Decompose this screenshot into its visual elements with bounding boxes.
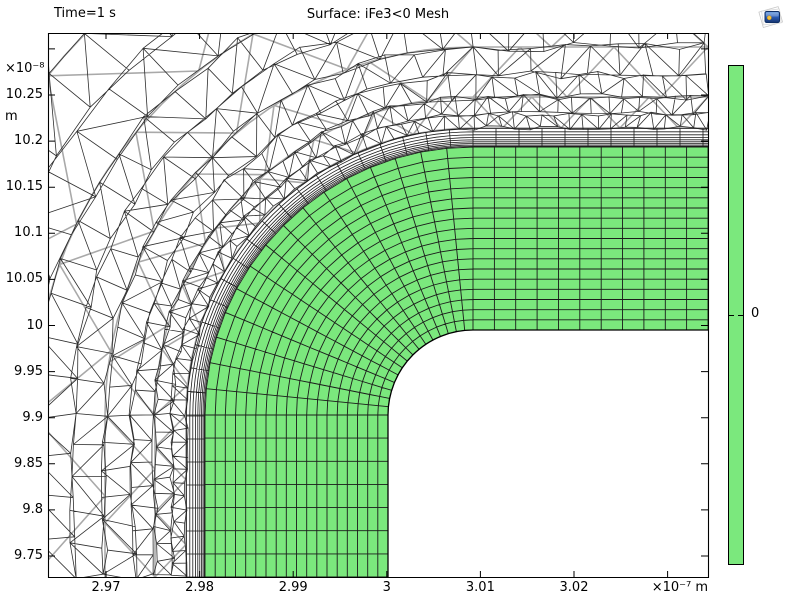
colorbar-tick xyxy=(729,315,734,316)
comsol-plot-icon xyxy=(758,6,784,28)
inner-boundary-edge xyxy=(387,329,708,577)
y-tick-label: 10 xyxy=(26,317,43,333)
x-tick-label: 3.01 xyxy=(465,580,495,595)
y-tick-label: 9.9 xyxy=(22,409,43,425)
margin-mask xyxy=(0,0,48,600)
green-quad-mesh xyxy=(204,146,709,578)
y-tick-label: 10.1 xyxy=(14,225,43,241)
y-tick-label: 10.05 xyxy=(5,271,43,287)
y-axis-unit-prefix: ×10⁻⁸ xyxy=(5,61,45,76)
x-tick-label: 2.97 xyxy=(91,580,121,595)
inner-hole xyxy=(388,330,708,577)
x-tick-label: 2.99 xyxy=(278,580,308,595)
y-axis-unit-m: m xyxy=(5,109,18,124)
x-tick-label: 3 xyxy=(382,580,391,595)
colorbar xyxy=(728,65,744,565)
y-tick-label: 10.2 xyxy=(14,133,43,149)
margin-mask xyxy=(0,578,800,600)
x-tick-label: 2.98 xyxy=(185,580,215,595)
y-tick-label: 9.75 xyxy=(14,548,43,563)
y-tick-label: 9.8 xyxy=(22,501,43,517)
x-axis-unit: ×10⁻⁷ m xyxy=(651,580,708,595)
y-axis-unit: ×10⁻⁸ m xyxy=(5,29,45,157)
margin-mask xyxy=(0,0,800,33)
plot-title: Surface: iFe3<0 Mesh xyxy=(306,7,450,22)
y-tick-label: 9.85 xyxy=(14,455,43,471)
axis-ticks xyxy=(48,33,708,577)
colorbar-tick xyxy=(738,315,743,316)
boundary-layer-mesh xyxy=(186,128,708,578)
y-tick-label: 10.25 xyxy=(5,87,43,102)
y-tick-label: 9.95 xyxy=(14,363,43,379)
y-tick-label: 10.15 xyxy=(5,179,43,195)
colorbar-tick-label: 0 xyxy=(751,306,760,321)
plot-border xyxy=(47,32,710,579)
time-label: Time=1 s xyxy=(54,6,116,21)
x-tick-label: 3.02 xyxy=(559,580,589,595)
margin-mask xyxy=(709,0,800,600)
